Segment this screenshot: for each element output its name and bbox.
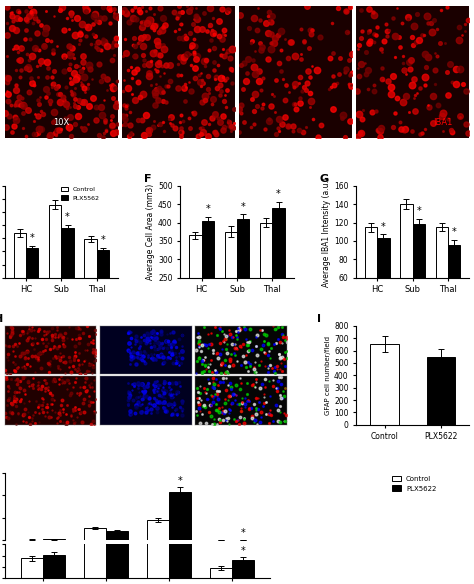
Text: *: *	[417, 206, 421, 216]
Bar	[232, 559, 255, 578]
Y-axis label: Average IBA1 Intensity (a.u.): Average IBA1 Intensity (a.u.)	[322, 177, 331, 287]
Bar	[273, 208, 285, 370]
Bar	[20, 558, 43, 578]
Text: *: *	[100, 235, 105, 245]
Bar	[169, 492, 191, 540]
Text: 10X: 10X	[54, 118, 70, 127]
Text: *: *	[276, 189, 281, 200]
Bar	[436, 227, 448, 333]
Bar	[106, 353, 128, 578]
Bar	[97, 250, 109, 278]
Text: B  Control Thalamus: B Control Thalamus	[122, 0, 192, 4]
Bar	[201, 221, 214, 370]
Bar	[106, 531, 128, 540]
Bar	[147, 72, 169, 578]
Bar	[225, 232, 237, 370]
Text: *: *	[65, 213, 70, 223]
Bar	[14, 233, 26, 278]
Bar	[26, 248, 38, 278]
Bar	[210, 568, 232, 578]
Bar	[189, 235, 201, 370]
Y-axis label: Control 10x: Control 10x	[0, 332, 2, 369]
Y-axis label: PLX5622 10x: PLX5622 10x	[0, 380, 2, 421]
Text: C  PLX5622 HC: C PLX5622 HC	[239, 0, 291, 4]
Y-axis label: Average Cell Area (mm3): Average Cell Area (mm3)	[146, 183, 155, 280]
Bar	[377, 238, 390, 333]
Legend: Control, PLX5622: Control, PLX5622	[390, 473, 439, 495]
Bar	[400, 204, 412, 333]
Text: D  PLX5622 Thalamus: D PLX5622 Thalamus	[356, 0, 432, 4]
Text: Merge: Merge	[263, 317, 287, 326]
Bar	[412, 224, 425, 333]
Text: IBA1: IBA1	[433, 118, 452, 127]
Bar	[84, 269, 106, 578]
Text: GFAP: GFAP	[77, 317, 96, 326]
Bar	[427, 357, 455, 425]
Text: *: *	[178, 475, 182, 486]
Bar	[147, 520, 169, 540]
Bar	[448, 245, 460, 333]
Text: *: *	[381, 222, 386, 232]
Bar	[365, 227, 377, 333]
Text: F: F	[144, 174, 152, 184]
Bar	[169, 0, 191, 578]
Bar	[260, 223, 273, 370]
Bar	[237, 219, 249, 370]
Text: *: *	[30, 234, 35, 244]
Text: *: *	[241, 546, 246, 556]
Bar	[62, 228, 74, 278]
Bar	[84, 528, 106, 540]
Bar	[43, 555, 65, 578]
Text: *: *	[205, 204, 210, 214]
Text: *: *	[241, 528, 246, 538]
Text: 6E10: 6E10	[173, 317, 192, 326]
Bar	[84, 239, 97, 278]
Text: A  Control HC: A Control HC	[5, 0, 52, 4]
Text: *: *	[241, 201, 246, 211]
Text: *: *	[452, 227, 456, 237]
Y-axis label: GFAP cell number/field: GFAP cell number/field	[325, 336, 331, 415]
Bar	[49, 205, 62, 278]
Text: I: I	[317, 314, 321, 324]
Text: H: H	[0, 314, 3, 324]
Legend: Control, PLX5562: Control, PLX5562	[59, 184, 102, 203]
Bar	[370, 345, 399, 425]
Text: G: G	[319, 174, 329, 184]
